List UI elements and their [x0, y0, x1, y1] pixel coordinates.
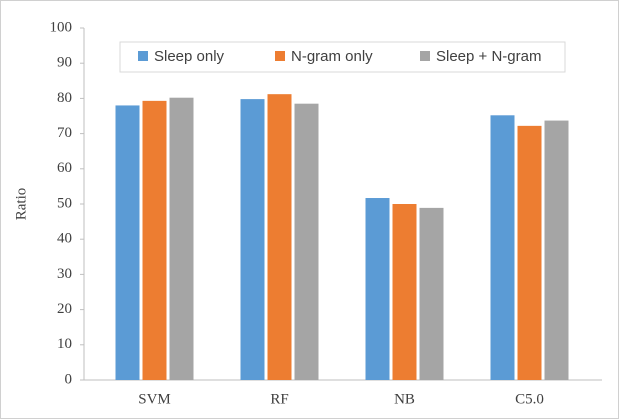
- bar: [240, 99, 265, 380]
- y-tick-label: 70: [57, 125, 72, 141]
- y-tick-label: 0: [65, 371, 73, 387]
- y-tick-label: 30: [57, 266, 72, 282]
- bar: [544, 120, 569, 381]
- x-tick-label: C5.0: [515, 391, 544, 407]
- bar: [115, 105, 140, 380]
- legend-label: N-gram only: [291, 48, 373, 65]
- y-tick-label: 100: [50, 19, 73, 35]
- legend-swatch: [138, 51, 148, 61]
- bar: [490, 115, 515, 381]
- legend-label: Sleep + N-gram: [436, 48, 541, 65]
- x-tick-label: SVM: [138, 391, 171, 407]
- y-tick-label: 90: [57, 55, 72, 71]
- y-tick-label: 20: [57, 301, 72, 317]
- bar: [142, 100, 167, 380]
- y-tick-label: 10: [57, 336, 72, 352]
- y-tick-label: 80: [57, 90, 72, 106]
- bar: [294, 103, 319, 381]
- legend-swatch: [275, 51, 285, 61]
- legend-swatch: [420, 51, 430, 61]
- x-tick-label: NB: [394, 391, 415, 407]
- y-axis-label: Ratio: [13, 188, 29, 221]
- bar: [419, 207, 444, 380]
- legend-box: [119, 41, 566, 73]
- y-tick-label: 50: [57, 195, 72, 211]
- bar: [392, 204, 417, 380]
- bar: [365, 198, 390, 380]
- x-tick-label: RF: [270, 391, 288, 407]
- legend-label: Sleep only: [154, 48, 225, 65]
- bar: [267, 94, 292, 381]
- bar: [517, 125, 542, 380]
- y-tick-label: 40: [57, 231, 72, 247]
- y-tick-label: 60: [57, 160, 72, 176]
- bar: [169, 97, 194, 381]
